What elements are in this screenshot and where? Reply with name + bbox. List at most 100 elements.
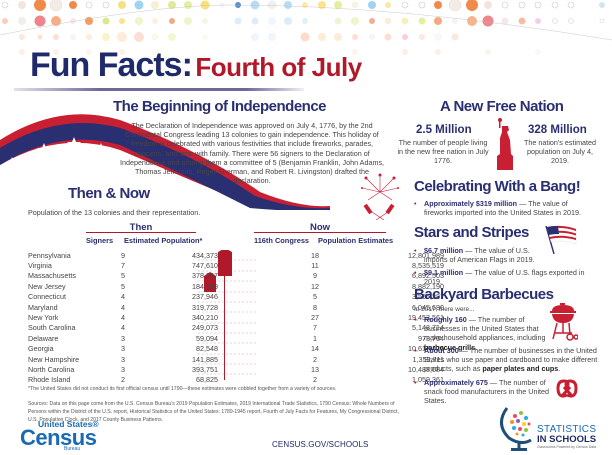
state-cell: Maryland: [28, 302, 58, 312]
dots-decoration-icon: [0, 0, 612, 55]
bullet-tail: .: [558, 364, 561, 374]
now-rule: [254, 232, 386, 233]
title-fourth-of-july: Fourth of July: [195, 52, 362, 82]
pop-now-cell: 6,045,680: [412, 302, 444, 312]
state-cell: Pennsylvania: [28, 250, 71, 260]
table-row: 5 3,565,287: [290, 292, 444, 302]
table-row: Connecticut 4 237,946: [28, 292, 218, 302]
new-nation-title: A New Free Nation: [440, 98, 564, 115]
table-row: 8 6,045,680: [290, 302, 444, 312]
then-group-label: Then: [129, 222, 153, 233]
congress-cell: 27: [311, 313, 319, 323]
bbq-bullet-3: Approximately 675 — The number of snack …: [414, 378, 554, 406]
signers-cell: 9: [121, 250, 125, 260]
congress-cell: 18: [311, 250, 319, 260]
table-row: Georgia 3 82,548: [28, 344, 218, 354]
pop-then-cell: 82,548: [196, 344, 218, 354]
signers-cell: 4: [121, 313, 125, 323]
bullet-lead: $9.1 million: [424, 268, 464, 277]
stars-bullet-2: $9.1 million — The value of U.S. flags e…: [414, 268, 604, 286]
grill-icon: [550, 303, 578, 341]
state-cell: Virginia: [28, 261, 52, 271]
pop-then-cell: 319,728: [192, 302, 218, 312]
census-united-states: United States®: [38, 419, 99, 429]
bullet-emphasis: paper plates and cups: [482, 364, 559, 374]
state-cell: New Hampshire: [28, 354, 80, 364]
pop-now-cell: 8,535,519: [412, 261, 444, 271]
col-population-estimates: Population Estimates: [318, 236, 394, 245]
sis-line1: STATISTICS: [537, 424, 597, 435]
table-row: North Carolina 3 393,751: [28, 364, 218, 374]
bullet-text: — The number of snack food manufacturers…: [424, 378, 550, 406]
state-cell: North Carolina: [28, 364, 75, 374]
stat-1776-value: 2.5 Million: [416, 124, 472, 136]
state-cell: New Jersey: [28, 281, 66, 291]
celebrating-title: Celebrating With a Bang!: [414, 178, 581, 195]
american-flag-icon: [545, 225, 577, 254]
barbecues-title: Backyard Barbecues: [414, 286, 554, 303]
sis-line2: IN SCHOOLS: [537, 434, 597, 445]
table-row: New Jersey 5 184,139: [28, 281, 218, 291]
sources-text: Sources: Data on this page come from the…: [28, 401, 399, 423]
now-group-label: Now: [309, 222, 331, 233]
census-bureau-label: Bureau: [64, 446, 81, 452]
stars-stripes-title: Stars and Stripes: [414, 224, 529, 241]
page-title: Fun Facts: Fourth of July: [30, 46, 362, 85]
col-estimated-population: Estimated Population*: [124, 236, 203, 245]
state-cell: Connecticut: [28, 292, 66, 302]
barbecues-intro: In 2017, there were...: [414, 306, 475, 313]
flag-banner-icon: [0, 114, 330, 210]
signers-cell: 4: [121, 302, 125, 312]
signers-cell: 4: [121, 323, 125, 333]
celebrating-bullet: Approximately $319 million — The value o…: [414, 199, 594, 217]
then-now-divider: [224, 268, 225, 380]
signers-cell: 4: [121, 292, 125, 302]
table-row: Virginia 7 747,610: [28, 260, 218, 270]
table-row: Maryland 4 319,728: [28, 302, 218, 312]
statistics-in-schools-logo[interactable]: STATISTICS IN SCHOOLS Classrooms Powered…: [537, 424, 597, 450]
congress-cell: 14: [311, 344, 319, 354]
fireworks-icon: [361, 173, 399, 220]
bullet-lead: Roughly 160: [424, 315, 467, 324]
congress-cell: 9: [313, 271, 317, 281]
stars-bullet-1: $6.7 million — The value of U.S. imports…: [414, 246, 544, 264]
pop-then-cell: 184,139: [192, 281, 218, 291]
congress-cell: 1: [313, 333, 317, 343]
census-bureau-logo[interactable]: United States® Census Bureau: [20, 419, 99, 452]
table-row: 11 8,535,519: [290, 260, 444, 270]
state-cell: Delaware: [28, 333, 59, 343]
signers-cell: 2: [121, 375, 125, 385]
signers-cell: 7: [121, 261, 125, 271]
signers-cell: 5: [121, 281, 125, 291]
pop-then-cell: 141,885: [192, 354, 218, 364]
congress-cell: 5: [313, 292, 317, 302]
then-table: Pennsylvania 9 434,373 Virginia 7 747,610 Ma…: [28, 250, 218, 385]
congress-cell: 7: [313, 323, 317, 333]
pretzel-icon: [556, 379, 578, 398]
pop-then-cell: 434,373: [192, 250, 218, 260]
table-row: Rhode Island 2 68,825: [28, 375, 218, 385]
pop-then-cell: 249,073: [192, 323, 218, 333]
signers-cell: 3: [121, 333, 125, 343]
beginning-title: The Beginning of Independence: [113, 98, 327, 115]
globe-icon: [500, 407, 532, 451]
then-rule: [86, 232, 196, 233]
pop-then-cell: 237,946: [192, 292, 218, 302]
bbq-bullet-2: About 300 — The number of businesses in …: [414, 346, 600, 374]
congress-cell: 11: [311, 261, 319, 271]
table-row: Massachusetts 5 378,787: [28, 271, 218, 281]
signers-cell: 3: [121, 344, 125, 354]
buildings-icon: [198, 250, 258, 375]
pop-now-cell: 3,565,287: [412, 292, 444, 302]
census-schools-link[interactable]: CENSUS.GOV/SCHOOLS: [272, 440, 369, 449]
signers-cell: 5: [121, 271, 125, 281]
pop-then-cell: 393,751: [192, 364, 218, 374]
pop-then-cell: 68,825: [196, 375, 218, 385]
congress-cell: 8: [313, 302, 317, 312]
beginning-body: The Declaration of Independence was appr…: [119, 121, 385, 186]
state-cell: Georgia: [28, 344, 54, 354]
congress-cell: 2: [313, 354, 317, 364]
state-cell: Rhode Island: [28, 375, 71, 385]
state-cell: South Carolina: [28, 323, 76, 333]
